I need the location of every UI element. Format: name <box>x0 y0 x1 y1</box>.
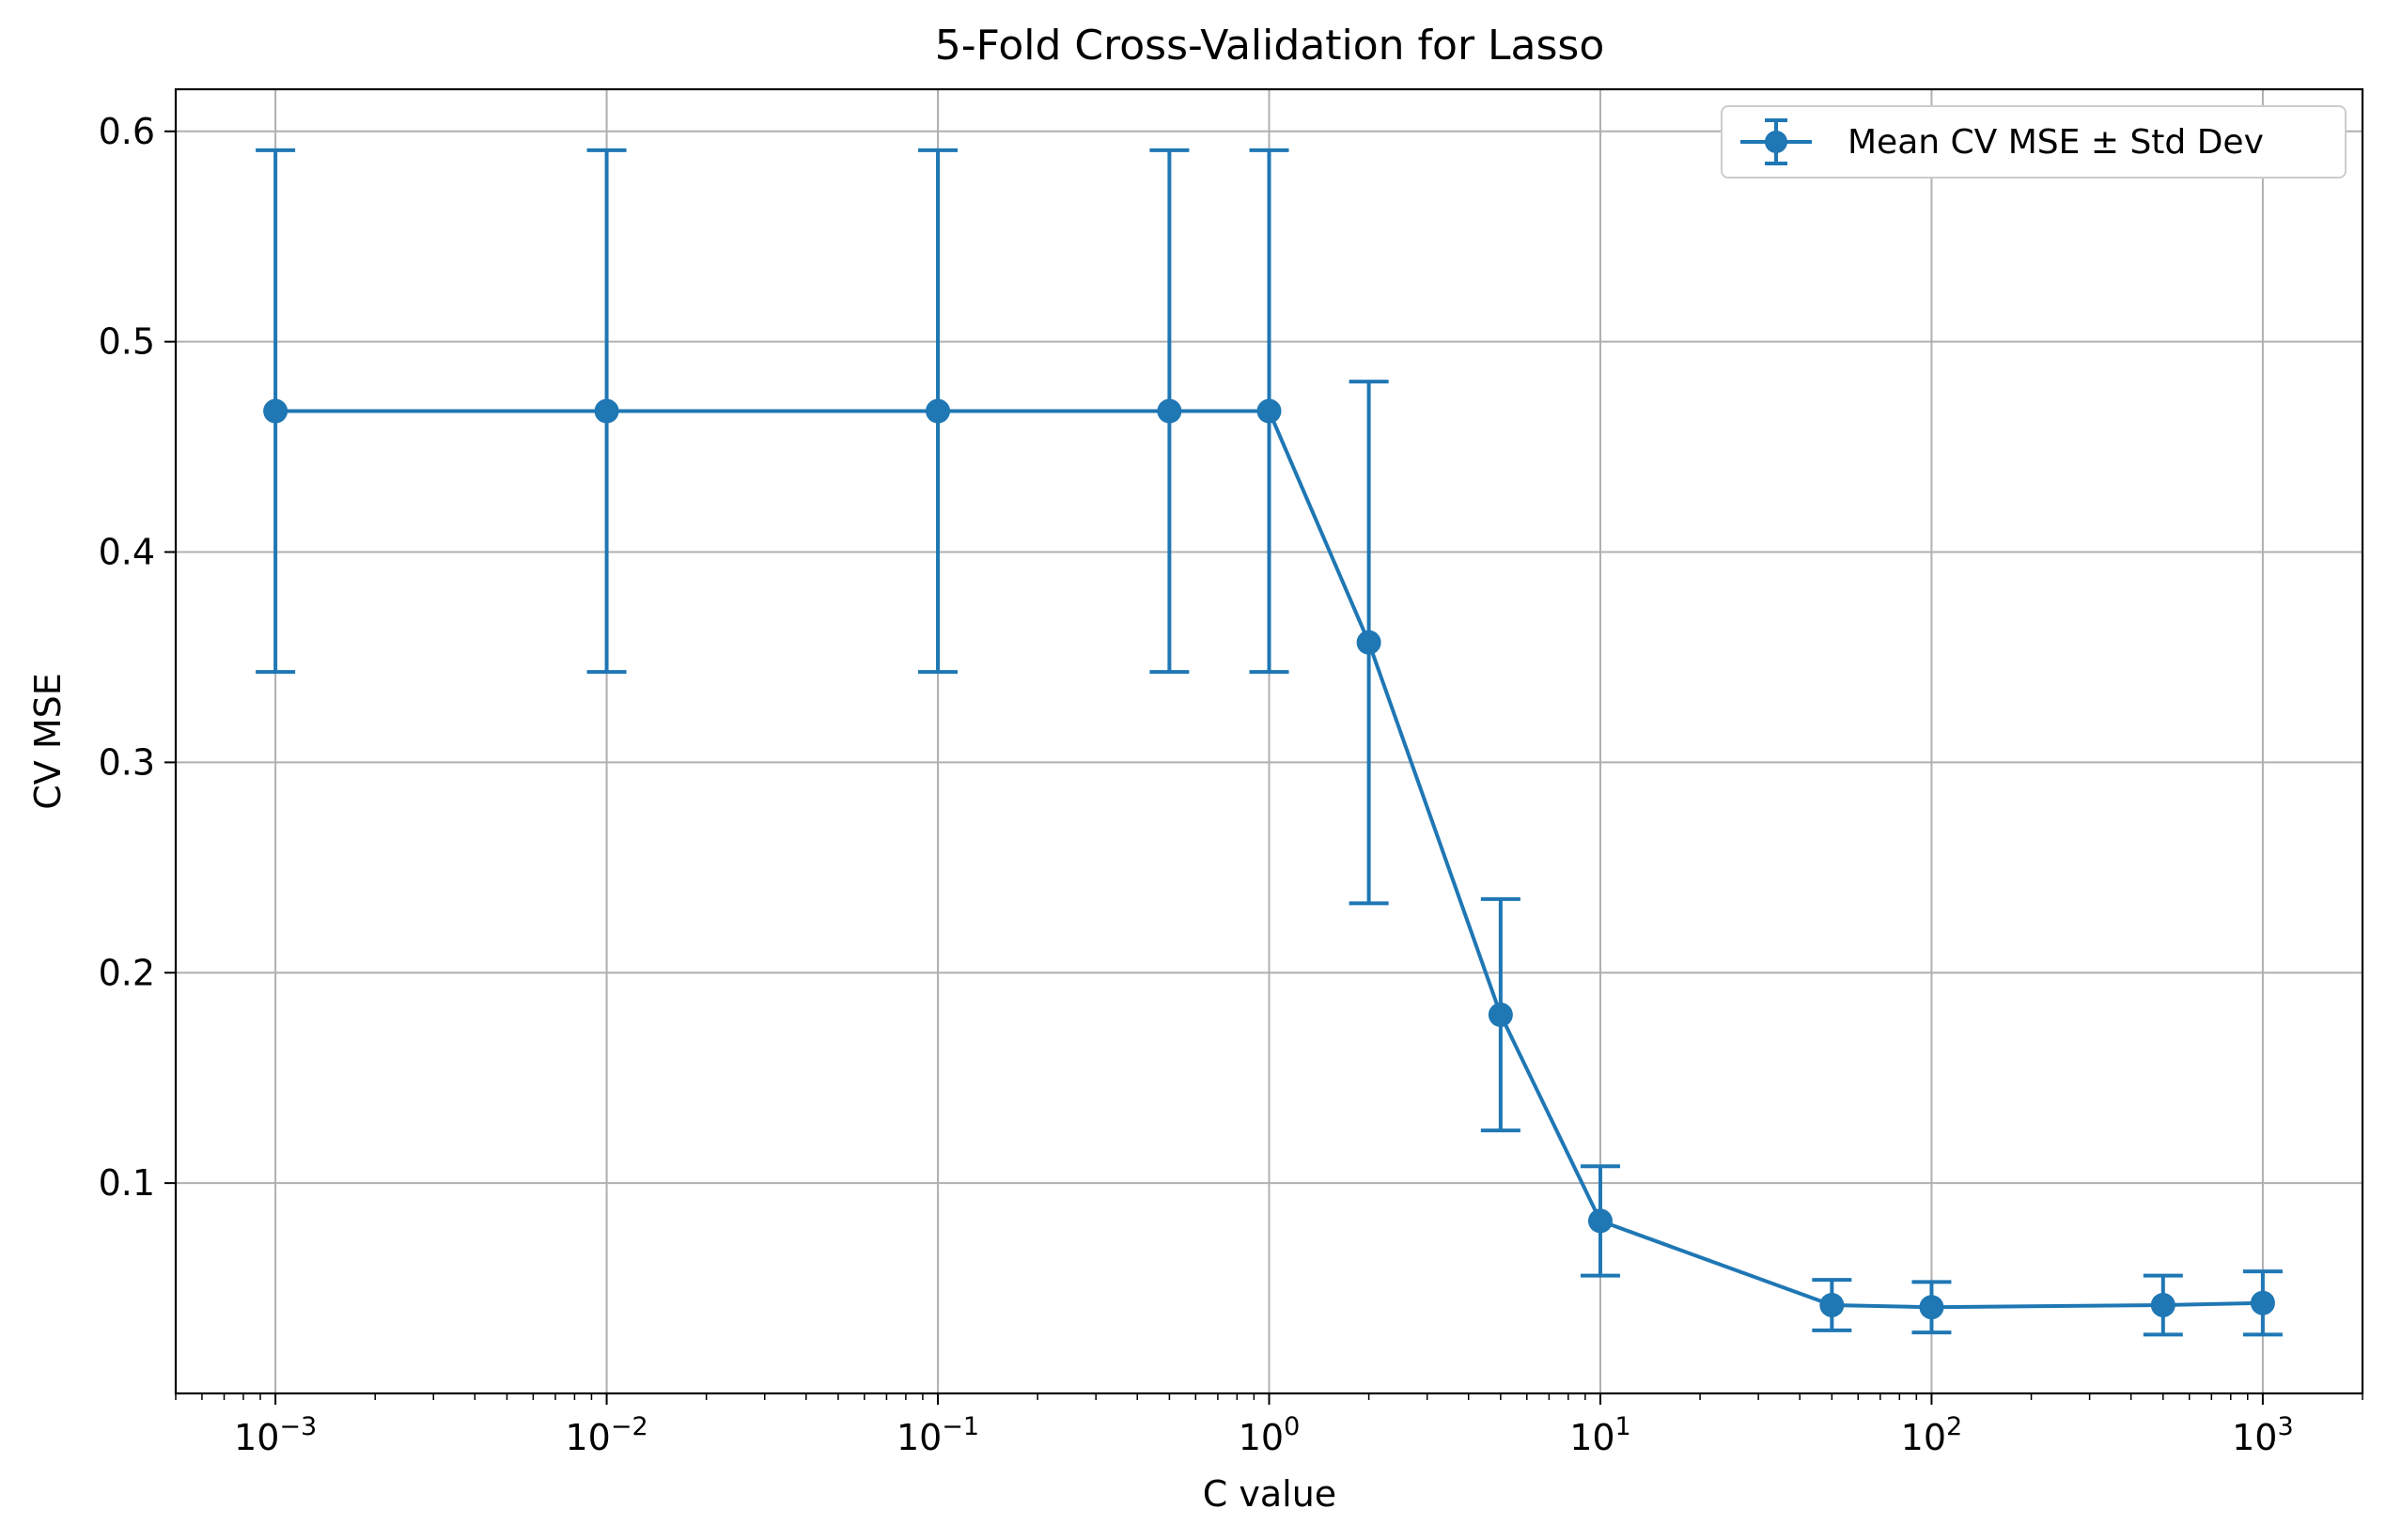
data-point <box>1588 1208 1613 1233</box>
data-point <box>1489 1003 1513 1027</box>
y-tick-label: 0.6 <box>99 111 155 152</box>
x-axis-label: C value <box>1203 1473 1336 1515</box>
legend: Mean CV MSE ± Std Dev <box>1722 106 2346 178</box>
chart-title: 5-Fold Cross-Validation for Lasso <box>935 22 1605 70</box>
legend-label: Mean CV MSE ± Std Dev <box>1848 123 2264 162</box>
data-point <box>1919 1295 1943 1319</box>
data-point <box>926 399 950 424</box>
y-axis-label: CV MSE <box>27 673 69 810</box>
data-point <box>1357 630 1381 655</box>
legend-marker <box>1765 131 1787 153</box>
data-point <box>1819 1293 1844 1317</box>
data-point <box>2151 1293 2175 1317</box>
data-point <box>1157 399 1181 424</box>
y-tick-label: 0.3 <box>99 741 155 783</box>
data-point <box>263 399 288 424</box>
data-point <box>2251 1291 2275 1315</box>
y-tick-label: 0.1 <box>99 1162 155 1204</box>
y-tick-label: 0.2 <box>99 952 155 993</box>
data-point <box>595 399 619 424</box>
y-tick-label: 0.5 <box>99 321 155 363</box>
data-point <box>1257 399 1282 424</box>
y-tick-label: 0.4 <box>99 532 155 573</box>
